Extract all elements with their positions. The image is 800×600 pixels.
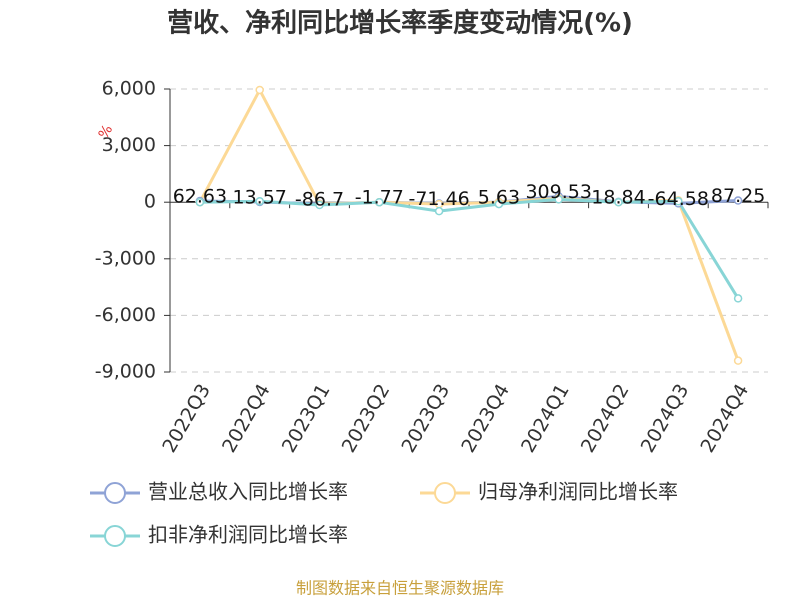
- x-tick-label: 2023Q1: [278, 380, 335, 456]
- x-tick-label: 2023Q3: [397, 380, 454, 456]
- data-label: 309.53: [525, 181, 591, 203]
- data-point: [375, 197, 384, 207]
- data-label: 18.84: [591, 186, 645, 208]
- y-tick-label: 3,000: [102, 134, 156, 156]
- y-tick-label: 0: [144, 191, 156, 213]
- y-tick-label: -6,000: [95, 304, 156, 326]
- data-label: 13.57: [232, 186, 286, 208]
- chart-title: 营收、净利同比增长率季度变动情况(%): [167, 8, 633, 39]
- data-label: -86.7: [295, 188, 344, 210]
- y-tick-label: 6,000: [102, 78, 156, 100]
- data-point: [195, 197, 205, 207]
- data-point: [434, 206, 444, 216]
- x-tick-label: 2024Q1: [517, 380, 574, 456]
- data-point: [733, 196, 743, 205]
- x-tick-label: 2022Q3: [158, 380, 215, 456]
- data-point: [554, 195, 563, 204]
- legend-label: 归母净利润同比增长率: [478, 480, 678, 504]
- data-point: [494, 199, 504, 209]
- data-label: -64.58: [648, 188, 709, 210]
- source-note: 制图数据来自恒生聚源数据库: [296, 579, 504, 598]
- legend-label: 扣非净利润同比增长率: [148, 523, 348, 547]
- data-label: 5.63: [478, 187, 520, 209]
- data-point: [255, 85, 264, 95]
- data-point: [733, 294, 743, 303]
- legend-label: 营业总收入同比增长率: [148, 480, 348, 504]
- series-line: [199, 197, 740, 300]
- x-tick-label: 2024Q3: [637, 380, 694, 456]
- x-tick-label: 2022Q4: [218, 380, 275, 456]
- data-point: [674, 197, 683, 206]
- series-line: [198, 86, 740, 362]
- data-label: -1.77: [355, 187, 404, 209]
- data-point: [255, 197, 264, 206]
- x-tick-label: 2023Q2: [338, 380, 395, 456]
- legend-marker: [434, 482, 456, 504]
- data-label: 62.63: [173, 186, 227, 208]
- data-point: [315, 200, 324, 210]
- x-tick-label: 2024Q4: [696, 380, 753, 456]
- data-label: 87.25: [711, 185, 765, 207]
- data-point: [733, 356, 743, 365]
- y-tick-label: -9,000: [95, 361, 156, 383]
- data-point: [614, 197, 623, 207]
- legend-marker: [104, 525, 126, 547]
- data-label: -71.46: [408, 188, 469, 210]
- x-tick-label: 2024Q2: [577, 380, 634, 456]
- y-tick-label: -3,000: [95, 247, 156, 269]
- x-tick-label: 2023Q4: [457, 380, 514, 456]
- legend-marker: [104, 482, 126, 504]
